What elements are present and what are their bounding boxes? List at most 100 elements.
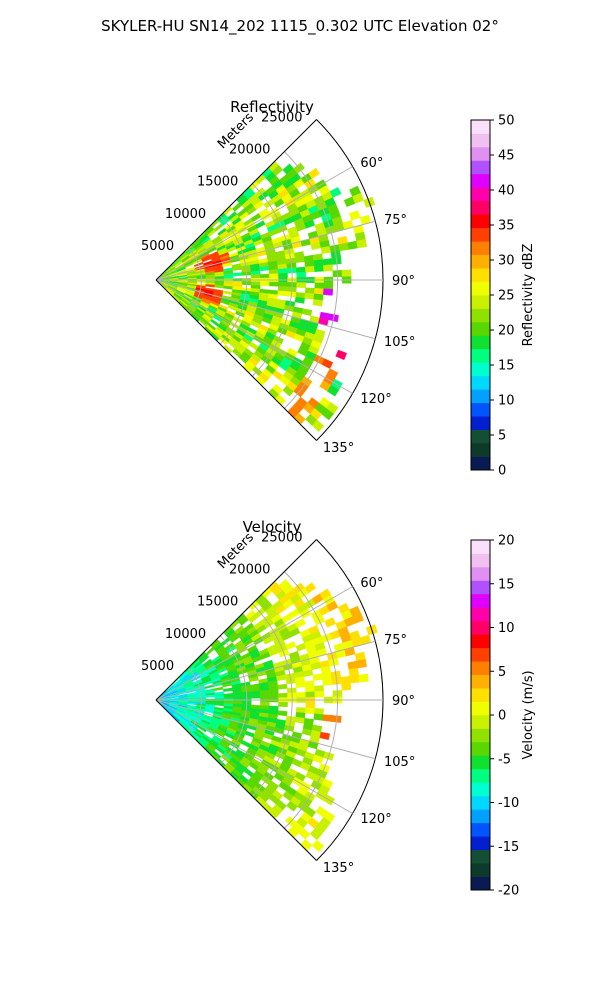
field-cell — [314, 288, 324, 295]
field-cell — [223, 695, 234, 700]
colorbar-swatch — [471, 362, 490, 377]
field-cell — [301, 308, 313, 316]
colorbar-swatch — [471, 200, 490, 215]
field-cell — [285, 641, 297, 650]
field-cell — [327, 384, 340, 397]
radial-tick-label: 20000 — [229, 563, 270, 578]
field-cell — [323, 282, 334, 290]
colorbar-tick-label: 5 — [498, 429, 506, 444]
field-cell — [314, 265, 324, 272]
field-cell — [341, 682, 352, 691]
colorbar-swatch — [471, 173, 490, 188]
velocity-angle-ticks: 60° 75° 90° 105° 120° 135° — [323, 576, 415, 876]
field-cell — [244, 730, 255, 738]
angle-tick-label: 75° — [384, 213, 407, 228]
field-cell — [232, 272, 243, 277]
colorbar-swatch — [471, 809, 490, 824]
field-cell — [277, 710, 288, 717]
velocity-colorbar-ticks: -20 -15 -10 -5 0 5 10 15 20 — [490, 534, 519, 899]
reflectivity-title: Reflectivity — [230, 98, 314, 116]
field-cell — [205, 276, 216, 280]
angle-tick-label: 135° — [323, 861, 354, 876]
colorbar-swatch — [471, 402, 490, 417]
field-cell — [323, 264, 334, 272]
colorbar-swatch — [471, 688, 490, 702]
field-cell — [295, 681, 306, 688]
colorbar-swatch — [471, 120, 490, 134]
angle-tick-label: 120° — [360, 812, 391, 827]
colorbar-swatch — [471, 335, 490, 350]
field-cell — [304, 260, 315, 268]
field-cell — [304, 680, 315, 688]
colorbar-tick-label: -20 — [498, 884, 519, 899]
colorbar-swatch — [471, 281, 490, 296]
reflectivity-radial-ticks: 5000 10000 15000 20000 25000 — [141, 111, 302, 254]
colorbar-tick-label: 45 — [498, 149, 515, 164]
field-cell — [294, 716, 305, 724]
field-cell — [260, 693, 270, 699]
colorbar-swatch — [471, 701, 490, 716]
colorbar-swatch — [471, 755, 490, 770]
colorbar-swatch — [471, 227, 490, 242]
azimuth-spoke — [155, 220, 376, 281]
velocity-field — [158, 578, 378, 852]
field-cell — [260, 281, 270, 287]
angle-tick-label: 90° — [392, 694, 415, 709]
colorbar-swatch — [471, 607, 490, 622]
radial-tick-label: 10000 — [165, 627, 206, 642]
sector-edge — [155, 279, 317, 441]
field-cell — [358, 673, 369, 683]
field-cell — [200, 655, 210, 664]
reflectivity-colorbar-label: Reflectivity dBZ — [521, 244, 536, 347]
field-cell — [314, 690, 325, 698]
field-cell — [176, 267, 186, 273]
field-cell — [348, 667, 360, 677]
field-cell — [277, 683, 288, 690]
radial-tick-label: 5000 — [141, 659, 174, 674]
colorbar-swatch — [471, 241, 490, 256]
field-cell — [268, 689, 279, 695]
field-cell — [294, 618, 306, 629]
colorbar-tick-label: -10 — [498, 796, 519, 811]
colorbar-tick-label: 10 — [498, 394, 515, 409]
azimuth-spoke — [155, 699, 376, 760]
colorbar-swatch — [471, 389, 490, 404]
field-cell — [214, 702, 225, 707]
field-cell — [304, 685, 315, 693]
colorbar-swatch — [471, 863, 490, 877]
colorbar-swatch — [471, 553, 490, 568]
colorbar-tick-label: 35 — [498, 219, 515, 234]
colorbar-swatch — [471, 795, 490, 810]
colorbar-tick-label: 15 — [498, 577, 515, 592]
angle-tick-label: 60° — [360, 576, 383, 591]
field-cell — [314, 708, 324, 715]
field-cell — [341, 269, 352, 278]
radial-tick-label: 5000 — [141, 239, 174, 254]
field-cell — [213, 686, 224, 692]
colorbar-swatch — [471, 375, 490, 390]
field-cell — [323, 288, 334, 296]
colorbar-swatch — [471, 661, 490, 676]
field-cell — [214, 276, 225, 280]
velocity-title: Velocity — [243, 518, 302, 536]
field-cell — [304, 707, 315, 715]
colorbar-swatch — [471, 146, 490, 161]
colorbar-tick-label: -15 — [498, 840, 519, 855]
radial-tick-label: 20000 — [229, 143, 270, 158]
colorbar-swatch — [471, 782, 490, 797]
field-cell — [223, 275, 234, 280]
velocity-colorbar-label: Velocity (m/s) — [521, 670, 536, 759]
field-cell — [300, 839, 313, 852]
field-cell — [296, 282, 307, 289]
field-cell — [250, 274, 261, 279]
field-cell — [278, 701, 288, 708]
figure-title: SKYLER-HU SN14_202 1115_0.302 UTC Elevat… — [101, 17, 499, 36]
field-cell — [313, 259, 324, 267]
field-cell — [314, 282, 325, 290]
field-cell — [329, 186, 342, 198]
field-cell — [319, 731, 331, 741]
field-cell — [278, 692, 288, 699]
angle-tick-label: 105° — [384, 755, 415, 770]
